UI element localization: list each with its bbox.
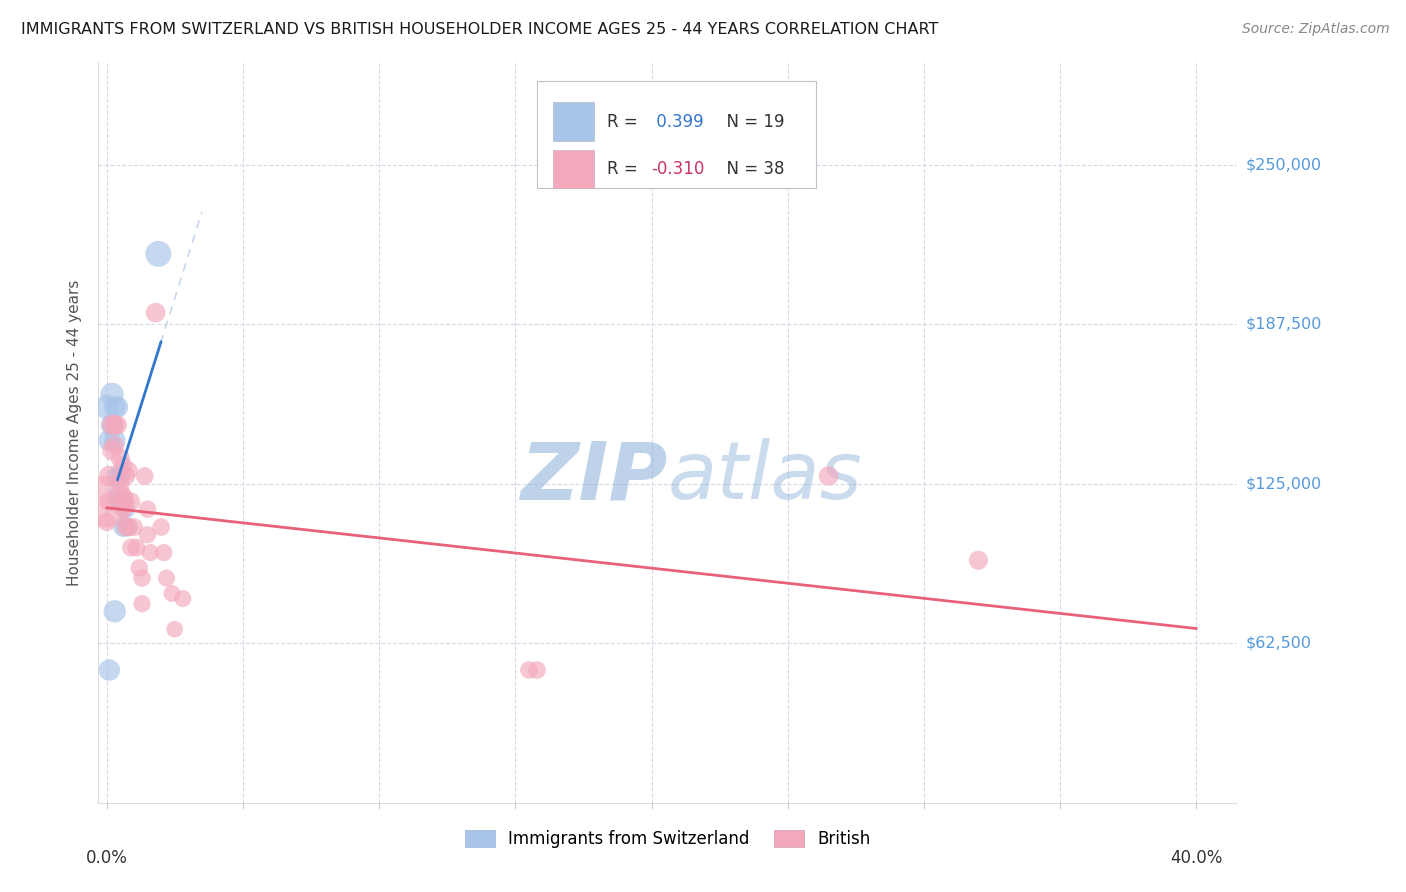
Text: atlas: atlas xyxy=(668,438,863,516)
Point xyxy=(114,469,136,483)
Text: $187,500: $187,500 xyxy=(1246,317,1322,332)
Point xyxy=(114,502,136,516)
Point xyxy=(107,490,129,504)
Point xyxy=(107,400,129,414)
Point xyxy=(131,571,153,585)
Point xyxy=(111,520,134,534)
Text: IMMIGRANTS FROM SWITZERLAND VS BRITISH HOUSEHOLDER INCOME AGES 25 - 44 YEARS COR: IMMIGRANTS FROM SWITZERLAND VS BRITISH H… xyxy=(21,22,938,37)
Text: N = 38: N = 38 xyxy=(716,160,785,178)
Point xyxy=(153,546,176,560)
Text: $250,000: $250,000 xyxy=(1246,157,1322,172)
Point xyxy=(104,438,127,452)
Point xyxy=(107,417,129,432)
Point xyxy=(117,464,139,478)
Text: ZIP: ZIP xyxy=(520,438,668,516)
Point xyxy=(96,494,118,508)
Text: $62,500: $62,500 xyxy=(1246,636,1312,651)
Point xyxy=(111,458,134,473)
Text: Source: ZipAtlas.com: Source: ZipAtlas.com xyxy=(1241,22,1389,37)
Point xyxy=(98,663,121,677)
Text: 0.0%: 0.0% xyxy=(86,849,128,867)
Point xyxy=(172,591,194,606)
Point xyxy=(134,469,156,483)
Point xyxy=(967,553,990,567)
Point xyxy=(120,541,142,555)
Point xyxy=(163,622,186,636)
Point xyxy=(111,502,134,516)
Text: $125,000: $125,000 xyxy=(1246,476,1322,491)
Point xyxy=(96,400,118,414)
Point xyxy=(101,417,124,432)
Point xyxy=(104,417,127,432)
Text: N = 19: N = 19 xyxy=(716,112,785,131)
Point xyxy=(150,520,173,534)
Point xyxy=(139,546,162,560)
Point xyxy=(117,520,139,534)
Text: -0.310: -0.310 xyxy=(651,160,704,178)
Y-axis label: Householder Income Ages 25 - 44 years: Householder Income Ages 25 - 44 years xyxy=(67,279,83,586)
Point xyxy=(110,476,132,491)
Point xyxy=(110,469,132,483)
Point xyxy=(104,400,127,414)
Text: R =: R = xyxy=(607,112,644,131)
Point xyxy=(110,494,132,508)
Text: 40.0%: 40.0% xyxy=(1170,849,1223,867)
Bar xyxy=(553,103,593,141)
Point xyxy=(120,494,142,508)
Point xyxy=(122,520,145,534)
Point xyxy=(817,469,839,483)
Point xyxy=(114,494,136,508)
Point xyxy=(111,494,134,508)
Text: R =: R = xyxy=(607,160,644,178)
Point xyxy=(117,520,139,534)
Point xyxy=(125,541,148,555)
Point xyxy=(114,520,136,534)
Bar xyxy=(553,150,593,188)
Point xyxy=(98,469,121,483)
Point xyxy=(128,561,150,575)
Point xyxy=(136,502,159,516)
Point xyxy=(145,305,167,319)
Point xyxy=(114,520,136,534)
Point xyxy=(104,604,127,618)
Point xyxy=(98,494,121,508)
FancyBboxPatch shape xyxy=(537,81,815,188)
Point xyxy=(131,597,153,611)
Point xyxy=(136,527,159,541)
Point xyxy=(96,515,118,529)
Point xyxy=(160,586,183,600)
Point xyxy=(155,571,177,585)
Point xyxy=(107,469,129,483)
Point xyxy=(517,663,540,677)
Point xyxy=(110,451,132,466)
Point xyxy=(526,663,548,677)
Point xyxy=(98,434,121,448)
Point xyxy=(101,443,124,458)
Point xyxy=(111,490,134,504)
Point xyxy=(148,247,170,261)
Point xyxy=(104,434,127,448)
Legend: Immigrants from Switzerland, British: Immigrants from Switzerland, British xyxy=(465,830,870,847)
Point xyxy=(101,387,124,401)
Text: 0.399: 0.399 xyxy=(651,112,703,131)
Point xyxy=(101,417,124,432)
